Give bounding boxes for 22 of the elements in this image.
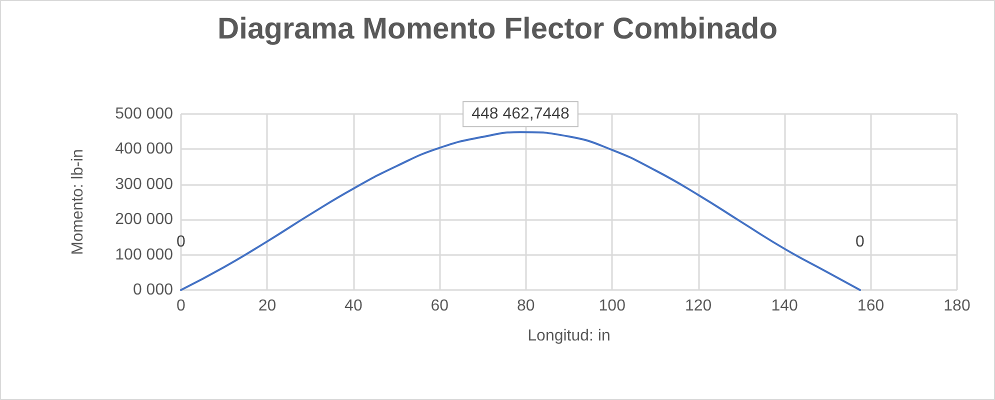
x-tick-label: 0 — [176, 298, 186, 314]
y-tick-label: 500 000 — [115, 106, 174, 122]
chart-title: Diagrama Momento Flector Combinado — [217, 12, 778, 46]
x-tick-label: 40 — [344, 298, 362, 314]
x-tick-label: 140 — [771, 298, 798, 314]
x-tick-label: 160 — [857, 298, 884, 314]
y-tick-label: 300 000 — [115, 176, 174, 193]
data-label: 448 462,7448 — [472, 106, 570, 123]
data-label: 0 — [856, 234, 865, 250]
x-tick-label: 80 — [516, 298, 535, 314]
y-tick-label: 400 000 — [115, 140, 174, 158]
x-tick-label: 60 — [430, 298, 449, 314]
x-tick-label: 120 — [684, 298, 712, 314]
y-tick-label: 100 000 — [115, 246, 174, 264]
x-tick-label: 100 — [598, 298, 626, 314]
y-tick-label: 0 000 — [132, 282, 174, 298]
data-label: 0 — [176, 234, 186, 250]
x-tick-label: 20 — [258, 298, 276, 314]
y-axis-title: Momento: lb-in — [70, 149, 86, 255]
x-tick-label: 180 — [944, 298, 970, 314]
y-tick-label: 200 000 — [115, 211, 174, 228]
x-axis-title: Longitud: in — [528, 328, 610, 344]
